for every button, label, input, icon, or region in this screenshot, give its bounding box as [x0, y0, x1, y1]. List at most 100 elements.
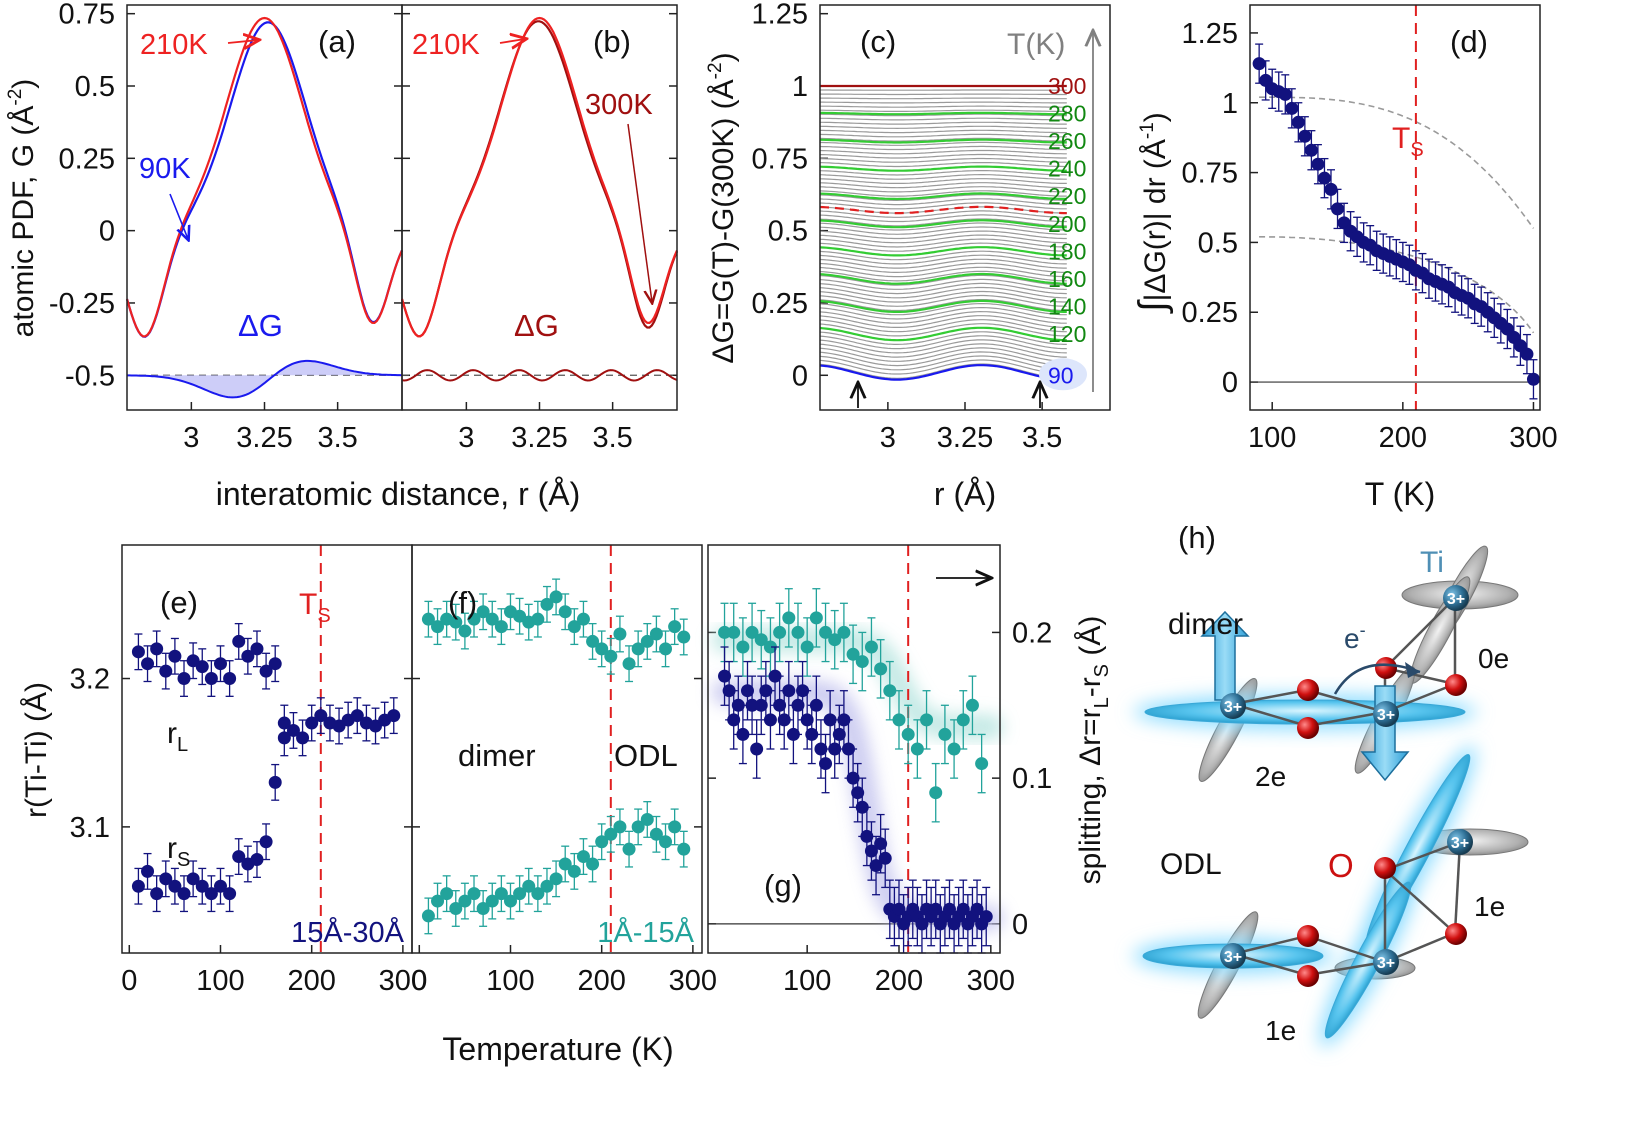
panel-c-curve-T267 — [820, 129, 1067, 134]
panel-g-s0-point-4 — [736, 727, 750, 741]
panel-e-xtick-label-1: 100 — [196, 965, 244, 997]
panel-g-ylabel-mid: -r — [1074, 677, 1107, 697]
panel-f-rS-point-18 — [586, 857, 600, 871]
electron-label-main: e — [1344, 623, 1360, 654]
panel-c-frame — [819, 4, 1111, 411]
panel-c-curve-T204 — [819, 214, 1067, 223]
panel-g-xtick-label-0: 100 — [783, 965, 831, 997]
dimer-oxygen-1 — [1375, 657, 1397, 679]
panel-c: 0 0.25 0.5 0.75 1 1.25 3 3.25 3.5 300280260240220… — [705, 0, 1111, 512]
panel-e-rL-point-15 — [268, 657, 282, 671]
panel-g-s0-point-12 — [773, 698, 787, 712]
panel-e-ts-sub: S — [317, 605, 330, 627]
panel-f-rS-point-27 — [668, 820, 682, 834]
panel-d-point-10 — [1317, 171, 1331, 185]
panel-a-annot-210K: 210K — [140, 29, 208, 61]
panel-e-ts-label: TS — [299, 588, 331, 627]
panel-f-rS-point-26 — [659, 835, 673, 849]
panel-e-rS-point-2 — [150, 887, 164, 901]
panel-g-frame — [707, 544, 1001, 954]
panel-g-s1-point-17 — [874, 662, 888, 676]
panel-g-s0-point-9 — [759, 684, 773, 698]
panel-g-s0-point-5 — [740, 684, 754, 698]
panel-b: 3 3.25 3.5 (b) 210K 300K ΔG — [400, 4, 679, 454]
panel-e-rL-point-18 — [296, 731, 310, 745]
panel-c-curve-T162 — [819, 270, 1067, 282]
odl-title: ODL — [1160, 848, 1222, 881]
panel-c-curve-T222 — [819, 190, 1067, 197]
panel-c-curve-T93 — [819, 363, 1067, 379]
panel-d-ytick-label-2: 0.5 — [1198, 227, 1238, 259]
panel-g-s1-point-3 — [745, 625, 759, 639]
panel-g-s0-point-13 — [777, 713, 791, 727]
panel-g-s0-point-21 — [814, 742, 828, 756]
panel-f-rL-point-24 — [640, 634, 654, 648]
panel-c-curve-T216 — [819, 198, 1067, 206]
panel-c-curve-highlight-T200 — [819, 219, 1067, 229]
panel-g-s0-point-11 — [768, 669, 782, 683]
odl-ti-right-charge: 3+ — [1377, 955, 1395, 972]
panel-e-rS-point-8 — [204, 887, 218, 901]
panel-f-rS-point-17 — [576, 850, 590, 864]
panel-c-temp-label-180: 180 — [1048, 238, 1086, 264]
panel-e-rL-point-2 — [150, 642, 164, 656]
panel-e-rS-point-1 — [141, 864, 155, 878]
panel-f-rS-point-12 — [531, 887, 545, 901]
svg-text:splitting, Δr=rL-rS (Å): splitting, Δr=rL-rS (Å) — [1074, 616, 1113, 885]
dimer-ti-top — [1443, 585, 1469, 611]
panel-c-curve-T165 — [819, 266, 1067, 278]
panel-a-annot-deltaG: ΔG — [238, 308, 283, 343]
panel-f-rL-point-12 — [531, 612, 545, 626]
panel-g-s1-point-9 — [800, 640, 814, 654]
panel-c-xtick-label-2: 3.5 — [1022, 422, 1062, 454]
panel-g-s0-point-8 — [754, 698, 768, 712]
panel-a-ytick-label-3: 0.25 — [59, 143, 115, 175]
panel-f-rS-point-23 — [631, 820, 645, 834]
panel-g-s0-point-0 — [718, 669, 732, 683]
panel-a-annot-90K: 90K — [139, 153, 191, 185]
panel-b-annot-deltaG: ΔG — [514, 308, 559, 343]
panel-e-ytick-label-0: 3.1 — [70, 812, 110, 844]
panel-c-curve-T195 — [819, 226, 1067, 235]
panel-e-rS-point-14 — [259, 835, 273, 849]
panel-f-rL-point-7 — [485, 612, 499, 626]
panel-g-s0-point-43 — [915, 917, 929, 931]
panel-c-curve-T282 — [820, 109, 1067, 112]
odl-oxygen-2 — [1297, 925, 1319, 947]
panel-e-rL-main: r — [167, 717, 177, 750]
panel-f-rS-point-4 — [458, 894, 472, 908]
panel-c-curve-T255 — [819, 145, 1067, 151]
panel-c-curve-T189 — [819, 234, 1067, 244]
panel-g-s0-point-55 — [970, 902, 984, 916]
panel-g-s1-point-7 — [782, 611, 796, 625]
panel-e-rL-point-10 — [223, 672, 237, 686]
panel-f-rS-point-13 — [540, 879, 554, 893]
panel-c-curve-T123 — [819, 323, 1067, 337]
panel-d-ts-label: TS — [1392, 122, 1424, 161]
panel-f-xtick-label-3: 300 — [669, 965, 717, 997]
panel-g-s1-point-13 — [837, 625, 851, 639]
panel-g-s1-point-1 — [727, 625, 741, 639]
panel-c-ylabel-sup: -2 — [705, 62, 726, 79]
panel-c-curve-T252 — [819, 149, 1067, 155]
odl-oxygen-1 — [1374, 857, 1396, 879]
panel-c-curve-T270 — [819, 125, 1067, 130]
panel-d-ylabel: ∫|ΔG(r)| dr (Å-1) — [1132, 112, 1174, 314]
panel-f-rL-point-14 — [549, 590, 563, 604]
panel-f-rL-point-6 — [476, 605, 490, 619]
panel-f-rS-point-2 — [440, 887, 454, 901]
panel-e-xtick-label-3: 300 — [379, 965, 427, 997]
panel-g-s0-point-27 — [841, 742, 855, 756]
panel-f-rS-point-21 — [613, 820, 627, 834]
panel-e-rS-label: rS — [167, 832, 190, 871]
panel-g-s1-point-2 — [736, 640, 750, 654]
panel-a-frame — [126, 4, 403, 411]
panel-f-rL-point-5 — [467, 612, 481, 626]
panel-e-rL-point-0 — [131, 645, 145, 659]
panel-ab-xlabel: interatomic distance, r (Å) — [216, 476, 581, 512]
panel-c-curve-T219 — [819, 194, 1067, 201]
panel-c-curve-T108 — [819, 343, 1067, 358]
panel-efg-xlabel: Temperature (K) — [442, 1031, 673, 1067]
panel-b-annot-300K-arrow — [627, 123, 652, 302]
panel-g-s0-point-6 — [745, 698, 759, 712]
